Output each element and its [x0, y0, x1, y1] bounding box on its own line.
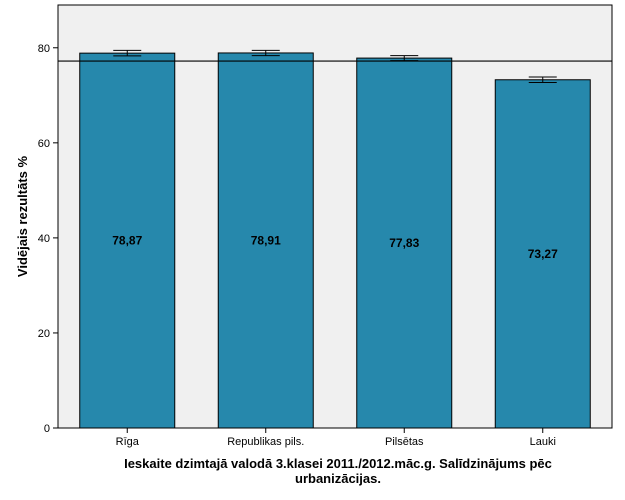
bar: [79, 52, 176, 429]
x-tick-label: Republikas pils.: [227, 436, 304, 448]
data-labels: 78,87 78,91 77,83 73,27: [112, 233, 558, 260]
bar: [217, 52, 314, 429]
x-tick-label: Pilsētas: [385, 436, 424, 448]
x-axis: Rīga Republikas pils. Pilsētas Lauki: [116, 428, 556, 448]
y-axis-title: Vidējais rezultāts %: [15, 155, 30, 277]
y-tick-label: 60: [38, 138, 50, 150]
data-label: 78,87: [112, 234, 142, 248]
bar: [356, 57, 453, 429]
data-label: 77,83: [389, 236, 419, 250]
y-tick-label: 80: [38, 43, 50, 55]
x-tick-label: Lauki: [530, 436, 556, 448]
bar: [494, 79, 591, 429]
error-bar: [251, 49, 280, 57]
x-axis-title-line-2: urbanizācijas.: [295, 471, 381, 486]
y-tick-label: 20: [38, 328, 50, 340]
bars: [79, 52, 591, 429]
error-bar: [528, 76, 557, 83]
x-tick-label: Rīga: [116, 436, 140, 448]
y-tick-label: 0: [44, 423, 50, 435]
y-tick-label: 40: [38, 233, 50, 245]
error-bar: [113, 49, 142, 57]
data-label: 78,91: [251, 233, 281, 247]
y-axis: 0 20 40 60 80: [38, 43, 58, 435]
data-label: 73,27: [528, 247, 558, 261]
x-axis-title-line-1: Ieskaite dzimtajā valodā 3.klasei 2011./…: [124, 456, 552, 471]
